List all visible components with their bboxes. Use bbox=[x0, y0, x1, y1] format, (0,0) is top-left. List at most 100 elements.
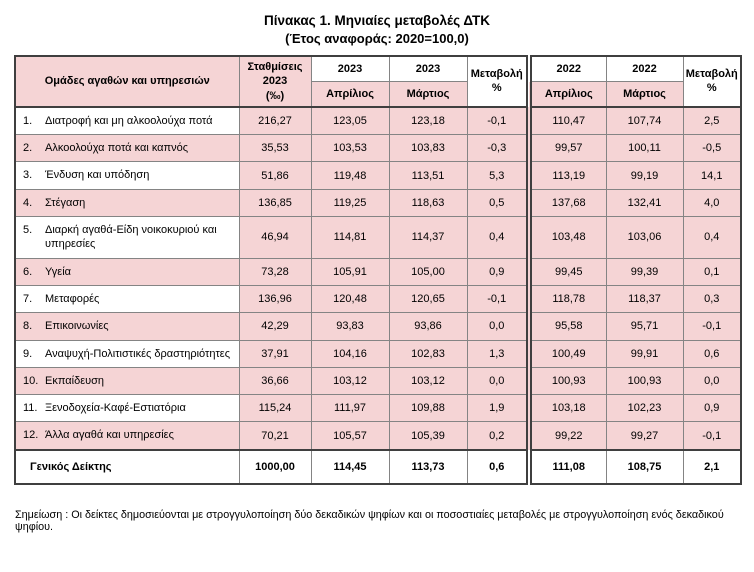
cell-chg-2022: 0,1 bbox=[682, 257, 742, 286]
total-chg-2022: 2,1 bbox=[682, 448, 742, 485]
cell-mar-2023: 102,83 bbox=[388, 339, 468, 368]
cell-mar-2022: 99,27 bbox=[605, 421, 684, 451]
header-change-line1: Μεταβολή bbox=[685, 68, 738, 81]
cell-mar-2023: 93,86 bbox=[388, 312, 468, 341]
cell-chg-2023: 0,5 bbox=[466, 188, 530, 218]
cell-mar-2022: 132,41 bbox=[605, 188, 684, 218]
cell-mar-2022: 102,23 bbox=[605, 394, 684, 423]
table-row: 12. Άλλα αγαθά και υπηρεσίες 70,21 105,5… bbox=[14, 421, 742, 451]
cell-apr-2022: 103,48 bbox=[526, 216, 607, 259]
header-weights-line1: Σταθμίσεις bbox=[247, 61, 303, 73]
cell-apr-2023: 104,16 bbox=[310, 339, 390, 368]
header-year-2023-march: 2023 bbox=[388, 55, 468, 83]
group-name-cell: 4. Στέγαση bbox=[14, 188, 240, 218]
table-row: 7. Μεταφορές 136,96 120,48 120,65 -0,1 1… bbox=[14, 284, 742, 314]
cell-mar-2023: 113,51 bbox=[388, 161, 468, 190]
cell-mar-2023: 103,83 bbox=[388, 134, 468, 163]
total-chg-2023: 0,6 bbox=[466, 448, 530, 485]
row-name: Εκπαίδευση bbox=[45, 374, 105, 387]
table-row: 8. Επικοινωνίες 42,29 93,83 93,86 0,0 95… bbox=[14, 312, 742, 341]
cell-mar-2023: 105,00 bbox=[388, 257, 468, 286]
table-row: 5. Διαρκή αγαθά-Είδη νοικοκυριού και υπη… bbox=[14, 216, 742, 259]
header-weights-line3: (‰) bbox=[265, 89, 285, 102]
header-change-line1: Μεταβολή bbox=[470, 68, 523, 81]
row-number: 10. bbox=[23, 374, 39, 387]
total-apr-2023: 114,45 bbox=[310, 448, 390, 485]
cell-chg-2023: 0,9 bbox=[466, 257, 530, 286]
row-name: Άλλα αγαθά και υπηρεσίες bbox=[45, 429, 174, 442]
cell-mar-2022: 99,39 bbox=[605, 257, 684, 286]
table-row: 10. Εκπαίδευση 36,66 103,12 103,12 0,0 1… bbox=[14, 366, 742, 396]
cell-apr-2022: 99,57 bbox=[526, 134, 607, 163]
page-subtitle: (Έτος αναφοράς: 2020=100,0) bbox=[285, 31, 469, 46]
group-name-cell: 8. Επικοινωνίες bbox=[14, 312, 240, 341]
cell-mar-2022: 95,71 bbox=[605, 312, 684, 341]
cell-chg-2023: 1,9 bbox=[466, 394, 530, 423]
table-row: 11. Ξενοδοχεία-Καφέ-Εστιατόρια 115,24 11… bbox=[14, 394, 742, 423]
cell-chg-2022: 0,9 bbox=[682, 394, 742, 423]
cell-apr-2023: 111,97 bbox=[310, 394, 390, 423]
row-name: Υγεία bbox=[45, 265, 72, 278]
cell-weight: 51,86 bbox=[238, 161, 312, 190]
row-name: Διατροφή και μη αλκοολούχα ποτά bbox=[45, 114, 213, 127]
cell-mar-2022: 100,93 bbox=[605, 366, 684, 396]
cell-mar-2023: 118,63 bbox=[388, 188, 468, 218]
cell-apr-2023: 119,48 bbox=[310, 161, 390, 190]
table-row: 3. Ένδυση και υπόδηση 51,86 119,48 113,5… bbox=[14, 161, 742, 190]
table-row: 4. Στέγαση 136,85 119,25 118,63 0,5 137,… bbox=[14, 188, 742, 218]
cell-weight: 36,66 bbox=[238, 366, 312, 396]
cell-chg-2022: -0,1 bbox=[682, 312, 742, 341]
header-month-april-2023: Απρίλιος bbox=[310, 81, 390, 108]
cell-mar-2022: 100,11 bbox=[605, 134, 684, 163]
group-name-cell: 1. Διατροφή και μη αλκοολούχα ποτά bbox=[14, 106, 240, 136]
title-block: Πίνακας 1. Μηνιαίες μεταβολές ΔΤΚ (Έτος … bbox=[0, 0, 754, 46]
cell-chg-2022: -0,1 bbox=[682, 421, 742, 451]
row-number: 7. bbox=[23, 292, 33, 305]
cpi-table: Ομάδες αγαθών και υπηρεσιών Σταθμίσεις 2… bbox=[14, 55, 742, 485]
table-row: 9. Αναψυχή-Πολιτιστικές δραστηριότητες 3… bbox=[14, 339, 742, 368]
cell-chg-2023: 1,3 bbox=[466, 339, 530, 368]
cell-apr-2022: 100,49 bbox=[526, 339, 607, 368]
cell-mar-2022: 99,91 bbox=[605, 339, 684, 368]
cell-mar-2022: 118,37 bbox=[605, 284, 684, 314]
group-name-cell: 10. Εκπαίδευση bbox=[14, 366, 240, 396]
cell-apr-2023: 105,57 bbox=[310, 421, 390, 451]
table-row: 2. Αλκοολούχα ποτά και καπνός 35,53 103,… bbox=[14, 134, 742, 163]
cell-chg-2023: -0,3 bbox=[466, 134, 530, 163]
row-number: 1. bbox=[23, 114, 33, 127]
cell-apr-2022: 99,45 bbox=[526, 257, 607, 286]
row-number: 11. bbox=[23, 402, 38, 415]
cell-mar-2023: 105,39 bbox=[388, 421, 468, 451]
cell-chg-2022: 14,1 bbox=[682, 161, 742, 190]
cell-chg-2023: -0,1 bbox=[466, 284, 530, 314]
header-month-april-2022: Απρίλιος bbox=[526, 81, 607, 108]
cell-apr-2023: 105,91 bbox=[310, 257, 390, 286]
header-year-2022-march: 2022 bbox=[605, 55, 684, 83]
cell-chg-2022: 0,6 bbox=[682, 339, 742, 368]
header-year-2023-april: 2023 bbox=[310, 55, 390, 83]
group-name-cell: 2. Αλκοολούχα ποτά και καπνός bbox=[14, 134, 240, 163]
group-name-cell: 7. Μεταφορές bbox=[14, 284, 240, 314]
cell-weight: 115,24 bbox=[238, 394, 312, 423]
row-number: 2. bbox=[23, 142, 33, 155]
header-groups: Ομάδες αγαθών και υπηρεσιών bbox=[14, 55, 240, 108]
row-name: Μεταφορές bbox=[45, 292, 100, 305]
header-change-2023: Μεταβολή % bbox=[466, 55, 530, 108]
header-month-march-2022: Μάρτιος bbox=[605, 81, 684, 108]
row-number: 8. bbox=[23, 320, 33, 333]
cell-mar-2023: 109,88 bbox=[388, 394, 468, 423]
cell-apr-2022: 95,58 bbox=[526, 312, 607, 341]
cell-mar-2023: 103,12 bbox=[388, 366, 468, 396]
cell-chg-2022: 2,5 bbox=[682, 106, 742, 136]
cell-mar-2022: 99,19 bbox=[605, 161, 684, 190]
cell-weight: 37,91 bbox=[238, 339, 312, 368]
cell-apr-2023: 103,53 bbox=[310, 134, 390, 163]
cell-mar-2023: 114,37 bbox=[388, 216, 468, 259]
row-number: 4. bbox=[23, 196, 33, 209]
cell-chg-2023: 0,4 bbox=[466, 216, 530, 259]
page-title: Πίνακας 1. Μηνιαίες μεταβολές ΔΤΚ bbox=[264, 13, 490, 28]
total-mar-2022: 108,75 bbox=[605, 448, 684, 485]
cell-mar-2023: 123,18 bbox=[388, 106, 468, 136]
cell-apr-2023: 114,81 bbox=[310, 216, 390, 259]
cell-apr-2022: 137,68 bbox=[526, 188, 607, 218]
